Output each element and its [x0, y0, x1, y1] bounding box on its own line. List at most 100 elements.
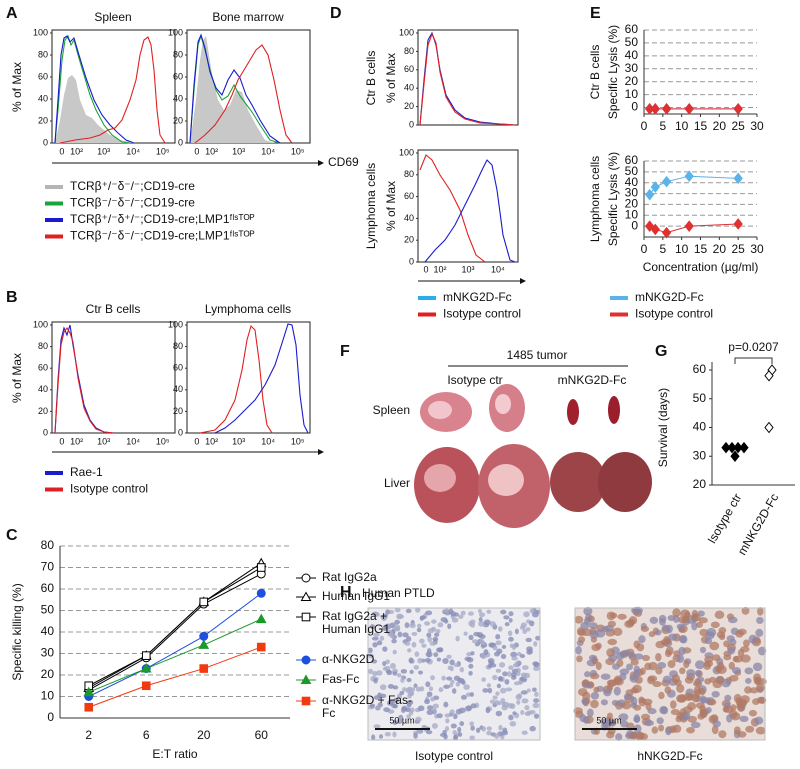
cell [525, 627, 531, 632]
cell [575, 645, 582, 655]
cell [514, 628, 519, 635]
legend-label: TCRβ⁺/⁻δ⁻/⁻;CD19-cre [70, 179, 195, 193]
marker [645, 188, 655, 201]
cell [582, 716, 590, 724]
cell [437, 647, 444, 653]
cell [519, 625, 526, 630]
cell [402, 632, 409, 638]
cell [375, 705, 381, 710]
cell [478, 621, 486, 627]
y-tick-label: 80 [41, 538, 55, 552]
cell [640, 625, 650, 633]
cell [531, 611, 539, 618]
x-tick-label: 10⁴ [491, 264, 505, 274]
axis-label: Specific Lysis (%) [606, 152, 620, 246]
cell [741, 606, 750, 615]
y-tick-label: 20 [173, 115, 183, 125]
arrow-head [520, 278, 526, 284]
cell [507, 630, 513, 637]
cell [486, 726, 493, 731]
cell [459, 666, 465, 673]
cell [586, 708, 594, 718]
y-tick-label: 70 [41, 560, 55, 574]
cell [455, 708, 462, 715]
cell [424, 658, 431, 663]
histogram [419, 32, 516, 126]
plot-frame [186, 321, 311, 434]
cell [434, 632, 440, 637]
x-tick-label: 10⁴ [126, 146, 140, 156]
cell [394, 626, 400, 632]
cell [396, 673, 402, 678]
plot-frame [51, 321, 176, 434]
cell [413, 665, 420, 670]
cell [415, 716, 422, 723]
cell [425, 610, 433, 616]
cell [493, 733, 500, 739]
cell [400, 668, 408, 674]
cell [645, 702, 652, 711]
cell [528, 620, 535, 627]
cell [581, 628, 592, 637]
cell [665, 646, 674, 656]
axis-label: E:T ratio [152, 747, 197, 761]
cell [697, 713, 705, 720]
legend-label: Isotype control [70, 482, 148, 496]
marker [730, 450, 740, 463]
cell [662, 624, 670, 632]
x-tick-label: 10³ [97, 436, 110, 446]
cell [511, 656, 518, 661]
cell [683, 659, 690, 669]
histogram [54, 35, 135, 144]
x-tick-label: 10⁴ [126, 436, 140, 446]
cell [371, 659, 378, 664]
cell [498, 724, 503, 731]
cell [695, 621, 703, 628]
cell [469, 735, 476, 740]
histogram [54, 327, 115, 434]
cell [430, 696, 436, 702]
cell [426, 705, 434, 711]
cell [727, 616, 738, 624]
x-tick-label: 0 [641, 242, 648, 256]
y-tick-label: 40 [625, 175, 639, 189]
x-tick-label: 10⁵ [156, 436, 170, 446]
y-tick-label: 40 [693, 420, 707, 434]
cell [726, 714, 733, 723]
cell [448, 683, 454, 688]
cell [394, 608, 401, 613]
cell [533, 641, 538, 647]
legend-label: Isotype control [443, 307, 521, 321]
cell [656, 717, 664, 725]
cell [756, 696, 766, 704]
panel-title: Lymphoma cells [205, 302, 291, 316]
cell [429, 641, 437, 646]
cell [679, 667, 686, 675]
cell [633, 724, 642, 733]
cell [492, 695, 498, 700]
cell [450, 723, 457, 729]
cell [529, 725, 536, 732]
cell [499, 662, 506, 668]
cell [510, 651, 518, 658]
cell [439, 732, 447, 738]
cell [417, 657, 423, 664]
cell [479, 638, 485, 645]
liver [598, 452, 652, 512]
liver-highlight [488, 464, 524, 496]
cell [535, 635, 541, 641]
cell [620, 720, 629, 728]
cell [501, 644, 507, 649]
cell [737, 731, 747, 738]
cell [468, 663, 474, 669]
y-tick-label: 20 [38, 406, 48, 416]
axis-label: Concentration (µg/ml) [643, 260, 759, 274]
y-tick-label: 10 [41, 689, 55, 703]
cell [748, 709, 757, 717]
cell [664, 686, 672, 694]
cell [443, 619, 449, 624]
cell [533, 665, 540, 671]
cell [444, 713, 451, 718]
cell [595, 642, 602, 650]
cell [450, 679, 455, 685]
